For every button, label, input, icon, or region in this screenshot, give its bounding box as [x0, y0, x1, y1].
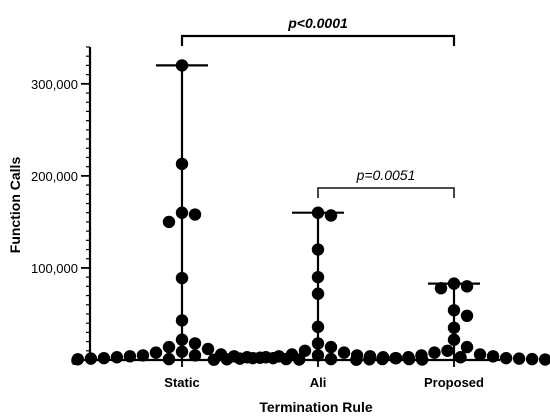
data-point — [454, 351, 467, 364]
data-point — [259, 351, 273, 364]
data-point — [188, 337, 202, 350]
data-point — [460, 280, 474, 293]
data-point — [201, 342, 215, 356]
data-point — [285, 348, 299, 361]
data-point — [389, 351, 402, 365]
data-point — [136, 349, 150, 362]
data-point — [447, 333, 461, 346]
y-tick-label: 200,000 — [31, 169, 78, 184]
data-point — [538, 353, 550, 366]
data-point — [175, 206, 189, 219]
data-point — [311, 320, 325, 334]
x-category-label: Static — [164, 375, 199, 390]
data-point — [162, 215, 176, 229]
data-point — [97, 351, 111, 365]
data-point — [175, 271, 189, 285]
data-point — [84, 352, 98, 365]
data-point — [499, 351, 513, 365]
data-point — [110, 351, 124, 364]
data-point — [188, 349, 202, 362]
data-point — [175, 345, 189, 358]
data-point — [363, 353, 376, 366]
data-point — [473, 348, 487, 361]
significance-bracket — [317, 187, 455, 198]
data-point — [188, 208, 202, 221]
data-point — [447, 321, 461, 334]
data-point — [311, 349, 325, 362]
data-point — [298, 344, 312, 357]
x-category-label: Ali — [310, 375, 327, 390]
data-point — [175, 333, 189, 346]
data-point — [376, 352, 389, 366]
p-value-label: p=0.0051 — [356, 167, 416, 183]
p-value-label: p<0.0001 — [287, 15, 348, 31]
y-tick-label: 300,000 — [31, 77, 78, 92]
data-point — [175, 157, 189, 171]
data-point — [447, 277, 461, 290]
data-point — [233, 352, 247, 365]
significance-bracket — [180, 34, 456, 46]
data-point — [162, 340, 176, 354]
data-point — [311, 243, 325, 256]
data-point — [324, 352, 338, 366]
data-point — [337, 346, 351, 359]
group-ali — [207, 206, 429, 366]
data-point — [512, 352, 526, 365]
data-point — [71, 353, 85, 366]
data-point — [246, 351, 260, 365]
data-point — [324, 209, 338, 222]
data-point — [175, 314, 189, 327]
data-point — [175, 59, 189, 72]
data-point — [441, 344, 454, 357]
data-groups — [71, 59, 550, 366]
data-point — [486, 350, 500, 363]
data-point — [272, 350, 286, 363]
data-point — [460, 309, 474, 323]
data-point — [460, 340, 474, 354]
data-point — [434, 281, 448, 295]
group-proposed — [350, 277, 550, 366]
data-point — [220, 353, 234, 366]
data-point — [324, 340, 338, 354]
data-point — [149, 346, 163, 359]
data-point — [447, 304, 461, 317]
data-point — [311, 287, 325, 300]
data-point — [207, 353, 221, 366]
data-point — [162, 352, 176, 366]
group-static — [71, 59, 306, 366]
significance-brackets: p<0.0001 p=0.0051 — [180, 15, 456, 198]
x-category-label: Proposed — [424, 375, 484, 390]
data-point — [415, 349, 428, 362]
x-axis-title: Termination Rule — [259, 399, 373, 415]
x-axis: Static Ali Proposed — [90, 358, 500, 390]
data-point — [402, 351, 415, 364]
data-point — [350, 353, 363, 366]
data-point — [428, 346, 441, 359]
y-axis-title: Function Calls — [7, 157, 23, 254]
data-point — [311, 270, 325, 284]
y-tick-label: 100,000 — [31, 261, 78, 276]
data-point — [311, 337, 325, 350]
data-point — [525, 352, 539, 366]
data-point — [123, 350, 137, 363]
data-point — [311, 206, 325, 219]
